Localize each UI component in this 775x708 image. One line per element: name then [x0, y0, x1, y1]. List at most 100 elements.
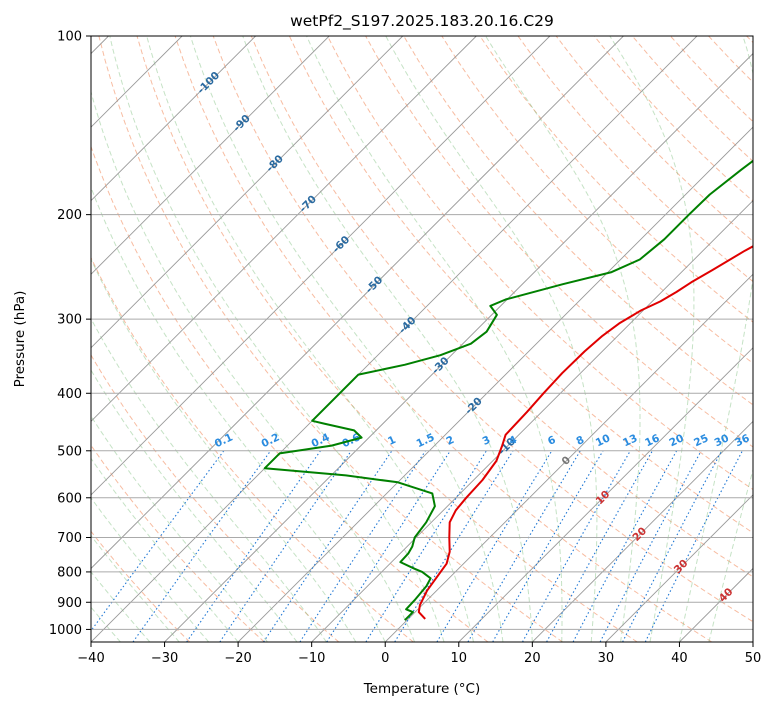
isotherm	[91, 36, 624, 570]
dry-adiabat	[517, 36, 753, 283]
y-tick-label: 100	[57, 30, 82, 45]
isotherm	[458, 347, 753, 642]
moist-adiabat	[91, 186, 386, 642]
dry-adiabat	[91, 256, 414, 642]
moist-adiabat	[678, 36, 753, 642]
mixing-ratio-label: 16	[643, 432, 661, 449]
isotherm	[384, 273, 753, 642]
isotherm	[91, 36, 404, 349]
mixing-ratio-label: 8	[574, 434, 586, 448]
moist-adiabat	[91, 317, 327, 642]
dry-adiabat	[174, 36, 713, 642]
x-tick-label: 40	[671, 651, 688, 666]
mixing-ratio-line	[91, 450, 225, 632]
x-tick-label: −30	[151, 651, 178, 666]
moist-adiabat	[91, 258, 357, 642]
mixing-ratio-line	[219, 450, 352, 642]
x-tick-label: 30	[598, 651, 615, 666]
mixing-ratio-line	[326, 450, 451, 642]
dry-adiabat	[593, 36, 753, 202]
isotherm	[752, 641, 753, 642]
moist-adiabat	[306, 36, 563, 642]
mixing-ratio-line	[644, 450, 743, 642]
mixing-ratio-label: 0.2	[260, 431, 282, 450]
plot-frame	[90, 35, 754, 643]
x-tick-label: 0	[381, 651, 389, 666]
moist-adiabats	[91, 36, 753, 642]
mixing-ratio-label: 20	[667, 432, 685, 449]
dry-adiabat	[250, 36, 753, 578]
pressure-gridlines	[91, 36, 753, 630]
isotherm	[237, 126, 753, 642]
moist-adiabat	[189, 36, 504, 642]
dry-adiabat	[631, 36, 753, 162]
dry-adiabat	[91, 145, 489, 642]
mixing-ratio-label: 36	[733, 432, 751, 449]
dry-adiabat	[91, 354, 340, 642]
mixing-ratio-label: 3	[481, 434, 493, 448]
dry-adiabat	[479, 36, 753, 323]
dry-adiabat	[212, 36, 753, 623]
dry-adiabat	[670, 36, 753, 123]
isotherm	[91, 36, 330, 275]
mixing-ratio-label: 2	[444, 434, 456, 448]
moist-adiabat	[485, 36, 641, 642]
mixing-ratio-labels: 0.1 0.2 0.4 0.6 1 1.5 2 3 4 6 8 10 13 16 20 25 30 36	[213, 431, 752, 450]
isotherm	[679, 567, 753, 642]
moist-adiabat	[242, 36, 533, 642]
dry-adiabat	[365, 36, 753, 448]
y-tick-label: 500	[57, 444, 82, 459]
isotherm	[91, 36, 477, 422]
dry-adiabat	[708, 36, 753, 83]
mixing-ratio-label: 10	[594, 432, 612, 449]
dry-adiabat	[403, 36, 753, 406]
dry-adiabat	[746, 36, 753, 44]
isotherm	[311, 200, 753, 642]
moist-adiabat	[708, 467, 753, 642]
mixing-ratio-label: 13	[621, 432, 639, 449]
x-tick-label: 10	[451, 651, 468, 666]
x-axis-ticks: −40 −30 −20 −10 0 10 20 30 40 50	[77, 642, 761, 666]
isotherm	[164, 52, 753, 642]
moist-adiabat	[609, 36, 695, 642]
temperature-profile	[417, 245, 753, 620]
isotherm	[532, 420, 753, 642]
moist-adiabat	[146, 36, 474, 642]
dry-adiabat	[91, 530, 191, 642]
mixing-ratio-line	[599, 450, 702, 642]
dry-adiabat	[327, 36, 753, 491]
mixing-ratio-label: 30	[713, 432, 731, 449]
isotherm	[91, 36, 698, 642]
x-axis-label: Temperature (°C)	[363, 681, 481, 697]
chart-title: wetPf2_S197.2025.183.20.16.C29	[290, 12, 554, 31]
y-tick-label: 800	[57, 565, 82, 580]
isotherm	[91, 36, 551, 496]
moist-adiabat	[91, 497, 210, 642]
mixing-ratio-line	[522, 450, 631, 642]
moist-adiabat	[109, 36, 445, 642]
y-tick-label: 1000	[49, 623, 82, 638]
moist-adiabat	[91, 415, 268, 642]
mixing-ratio-line	[132, 450, 272, 642]
x-tick-label: −10	[298, 651, 325, 666]
y-tick-label: 400	[57, 387, 82, 402]
y-tick-label: 200	[57, 208, 82, 223]
moist-adiabat	[385, 36, 598, 642]
mixing-ratio-label: 6	[546, 434, 558, 448]
y-tick-label: 600	[57, 491, 82, 506]
y-tick-label: 900	[57, 596, 82, 611]
isotherm-lines	[91, 36, 753, 642]
dry-adiabat	[91, 444, 265, 642]
dry-adiabat	[136, 36, 638, 642]
y-tick-label: 700	[57, 531, 82, 546]
dry-adiabat	[98, 36, 563, 642]
mixing-ratio-line	[436, 450, 553, 642]
mixing-ratio-line	[572, 450, 678, 642]
dry-adiabats	[91, 36, 753, 642]
plot-background: -100-90-80-70-60-50-40-30-20-10010203040…	[91, 36, 753, 642]
y-axis-label: Pressure (hPa)	[12, 291, 28, 388]
mixing-ratio-label: 4	[507, 434, 519, 448]
y-tick-label: 300	[57, 313, 82, 328]
x-tick-label: 50	[745, 651, 762, 666]
